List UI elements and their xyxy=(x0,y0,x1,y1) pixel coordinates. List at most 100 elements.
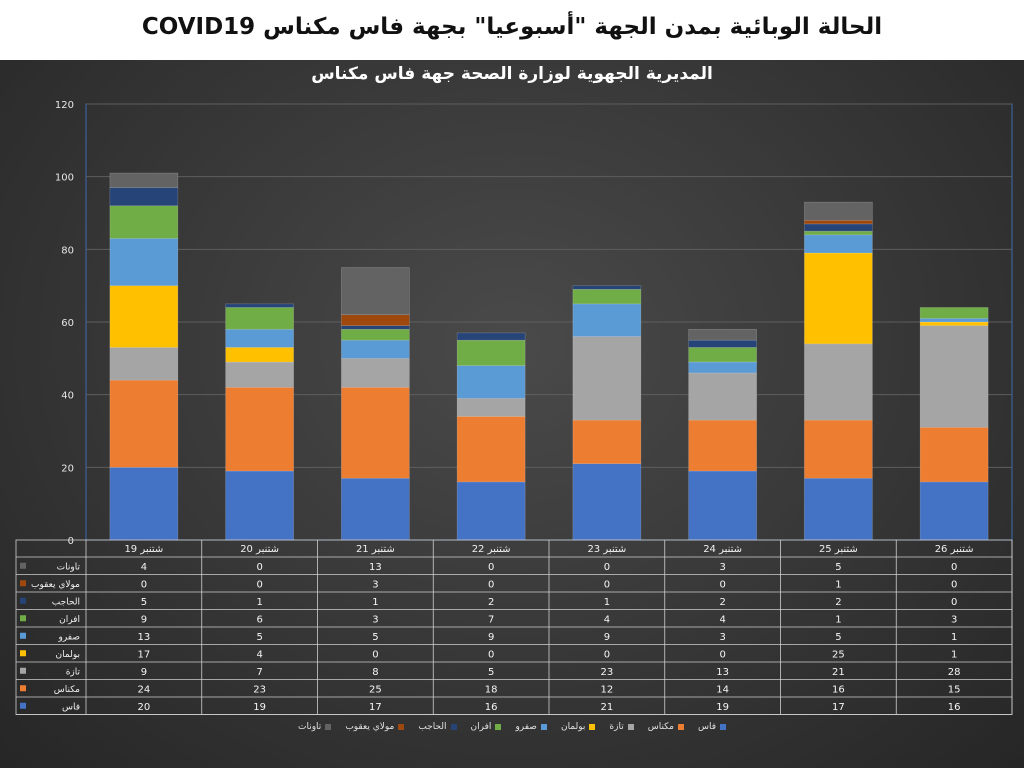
table-cell-value: 23 xyxy=(253,684,266,695)
table-cell-value: 0 xyxy=(951,562,957,573)
bar-segment xyxy=(225,387,294,472)
bar-segment xyxy=(572,463,642,541)
bar-segment xyxy=(919,321,989,326)
bar-segment xyxy=(341,328,410,341)
table-cell-value: 8 xyxy=(372,667,378,678)
legend-swatch xyxy=(325,723,332,730)
table-cell-value: 0 xyxy=(951,579,957,590)
table-cell-value: 5 xyxy=(141,597,147,608)
table-cell-value: 2 xyxy=(719,597,725,608)
bar-segment xyxy=(109,187,179,207)
legend-key-swatch xyxy=(20,632,26,639)
table-cell-value: 4 xyxy=(256,649,262,660)
bar-segment xyxy=(456,332,526,341)
table-cell-value: 1 xyxy=(604,597,610,608)
table-cell-value: 0 xyxy=(488,649,494,660)
table-cell-value: 19 xyxy=(716,702,729,713)
table-cell-value: 25 xyxy=(369,684,382,695)
legend-swatch xyxy=(720,723,726,730)
legend-label: صفرو xyxy=(515,722,537,732)
table-cell-value: 3 xyxy=(951,614,957,625)
table-cell-value: 24 xyxy=(138,684,151,695)
legend-swatch xyxy=(398,723,405,730)
legend-label: الحاجب xyxy=(418,722,447,732)
legend-key-swatch xyxy=(20,562,26,569)
table-cell-value: 5 xyxy=(256,632,262,643)
table-cell-value: 9 xyxy=(488,632,494,643)
legend-key-swatch xyxy=(20,615,26,622)
table-cell-value: 0 xyxy=(719,649,725,660)
bar-segment xyxy=(109,205,179,239)
table-cell-value: 1 xyxy=(835,579,841,590)
x-tick-label: شتنبر 23 xyxy=(587,544,626,555)
bar-segment xyxy=(109,347,179,381)
table-cell-value: 5 xyxy=(835,562,841,573)
table-cell-value: 0 xyxy=(951,597,957,608)
legend-label: تاونات xyxy=(297,722,322,732)
legend-label: مولاي يعقوب xyxy=(345,722,395,732)
bar-segment xyxy=(688,372,757,421)
table-cell-value: 17 xyxy=(138,649,151,660)
bar-segment xyxy=(456,416,526,483)
y-tick-label: 100 xyxy=(55,173,74,184)
table-cell-value: 0 xyxy=(604,579,610,590)
legend-item: مكناس xyxy=(648,722,684,732)
bar-segment xyxy=(225,347,294,363)
bar-segment xyxy=(109,467,179,541)
table-cell-value: 0 xyxy=(372,649,378,660)
bar-segment xyxy=(341,325,410,330)
bar-segment xyxy=(919,325,989,428)
bar-segment xyxy=(225,328,294,348)
y-tick-label: 40 xyxy=(61,391,74,402)
table-cell-value: 18 xyxy=(485,684,498,695)
table-cell-value: 3 xyxy=(719,562,725,573)
table-cell-value: 14 xyxy=(716,684,729,695)
table-cell-value: 1 xyxy=(951,632,957,643)
x-tick-label: شتنبر 21 xyxy=(356,544,395,555)
table-cell-value: 23 xyxy=(601,667,614,678)
table-cell-value: 21 xyxy=(832,667,845,678)
legend-item: مولاي يعقوب xyxy=(345,722,405,732)
bar-segment xyxy=(919,318,989,323)
table-cell-value: 5 xyxy=(488,667,494,678)
bar-segment xyxy=(456,365,526,399)
y-tick-label: 0 xyxy=(68,536,74,547)
table-cell-value: 2 xyxy=(835,597,841,608)
x-tick-label: شتنبر 25 xyxy=(819,544,858,555)
bar-segment xyxy=(919,307,989,319)
table-cell-value: 5 xyxy=(372,632,378,643)
bar-segment xyxy=(804,230,873,236)
bar-segment xyxy=(109,172,179,188)
bar-segment xyxy=(804,477,873,541)
table-cell-value: 4 xyxy=(604,614,610,625)
bar-segment xyxy=(804,219,873,225)
legend-key-swatch xyxy=(20,702,26,709)
table-row-label: فاس xyxy=(62,702,80,712)
bar-segment xyxy=(804,252,873,345)
bar-segment xyxy=(919,481,989,541)
bar-segment xyxy=(225,470,294,541)
table-cell-value: 4 xyxy=(141,562,147,573)
bar-segment xyxy=(804,343,873,421)
legend-label: تازة xyxy=(609,722,624,732)
table-cell-value: 5 xyxy=(835,632,841,643)
bar-segment xyxy=(109,238,179,286)
table-cell-value: 16 xyxy=(485,702,498,713)
legend-item: تازة xyxy=(609,722,634,732)
table-cell-value: 6 xyxy=(256,614,262,625)
bar-segment xyxy=(919,427,989,483)
bar-segment xyxy=(804,223,873,232)
table-row-label: تاونات xyxy=(57,562,81,572)
title-banner: الحالة الوبائية بمدن الجهة "أسبوعيا" بجه… xyxy=(0,0,1024,60)
table-cell-value: 3 xyxy=(719,632,725,643)
table-cell-value: 0 xyxy=(256,562,262,573)
bar-segment xyxy=(688,347,757,363)
bar-segment xyxy=(109,379,179,468)
legend-swatch xyxy=(677,723,684,730)
y-tick-label: 120 xyxy=(55,100,74,111)
bar-segment xyxy=(572,288,642,305)
legend-label: افران xyxy=(470,722,492,732)
table-cell-value: 0 xyxy=(488,562,494,573)
table-cell-value: 0 xyxy=(141,579,147,590)
chart-legend: فاس مكناس تازة بولمان صفرو افران الحاجب مولاي ي… xyxy=(0,722,1024,732)
